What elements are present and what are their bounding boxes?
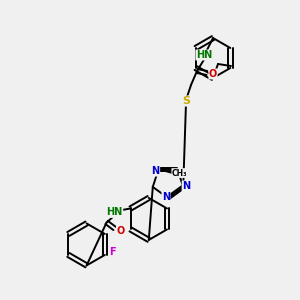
Text: F: F [110, 247, 116, 257]
Text: HN: HN [196, 50, 212, 60]
Text: N: N [182, 181, 190, 191]
Text: S: S [182, 96, 190, 106]
Text: N: N [162, 192, 170, 202]
Text: HN: HN [106, 207, 123, 218]
Text: N: N [152, 166, 160, 176]
Text: O: O [209, 69, 217, 79]
Text: O: O [116, 226, 125, 236]
Text: CH₃: CH₃ [172, 169, 187, 178]
